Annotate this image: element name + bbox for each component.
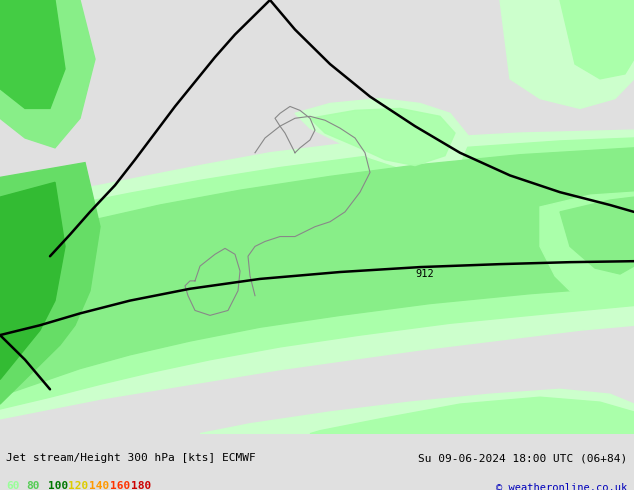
Polygon shape <box>500 0 634 108</box>
Text: 60: 60 <box>6 481 20 490</box>
Polygon shape <box>0 148 634 396</box>
Polygon shape <box>200 389 634 434</box>
Polygon shape <box>0 182 65 379</box>
Polygon shape <box>0 163 100 404</box>
Text: Jet stream/Height 300 hPa [kts] ECMWF: Jet stream/Height 300 hPa [kts] ECMWF <box>6 453 256 463</box>
Text: 912: 912 <box>415 269 434 279</box>
Polygon shape <box>310 397 634 434</box>
Polygon shape <box>560 0 634 79</box>
Polygon shape <box>310 108 455 166</box>
Polygon shape <box>0 130 634 419</box>
Polygon shape <box>0 0 65 108</box>
Polygon shape <box>0 0 95 148</box>
Polygon shape <box>295 98 470 172</box>
Polygon shape <box>540 192 634 306</box>
Text: 140: 140 <box>89 481 110 490</box>
Polygon shape <box>560 197 634 274</box>
Text: 100: 100 <box>48 481 68 490</box>
Text: 80: 80 <box>27 481 40 490</box>
Text: Su 09-06-2024 18:00 UTC (06+84): Su 09-06-2024 18:00 UTC (06+84) <box>418 453 628 463</box>
Text: © weatheronline.co.uk: © weatheronline.co.uk <box>496 483 628 490</box>
Polygon shape <box>0 138 634 409</box>
Text: 120: 120 <box>68 481 89 490</box>
Text: 180: 180 <box>131 481 152 490</box>
Text: 160: 160 <box>110 481 131 490</box>
